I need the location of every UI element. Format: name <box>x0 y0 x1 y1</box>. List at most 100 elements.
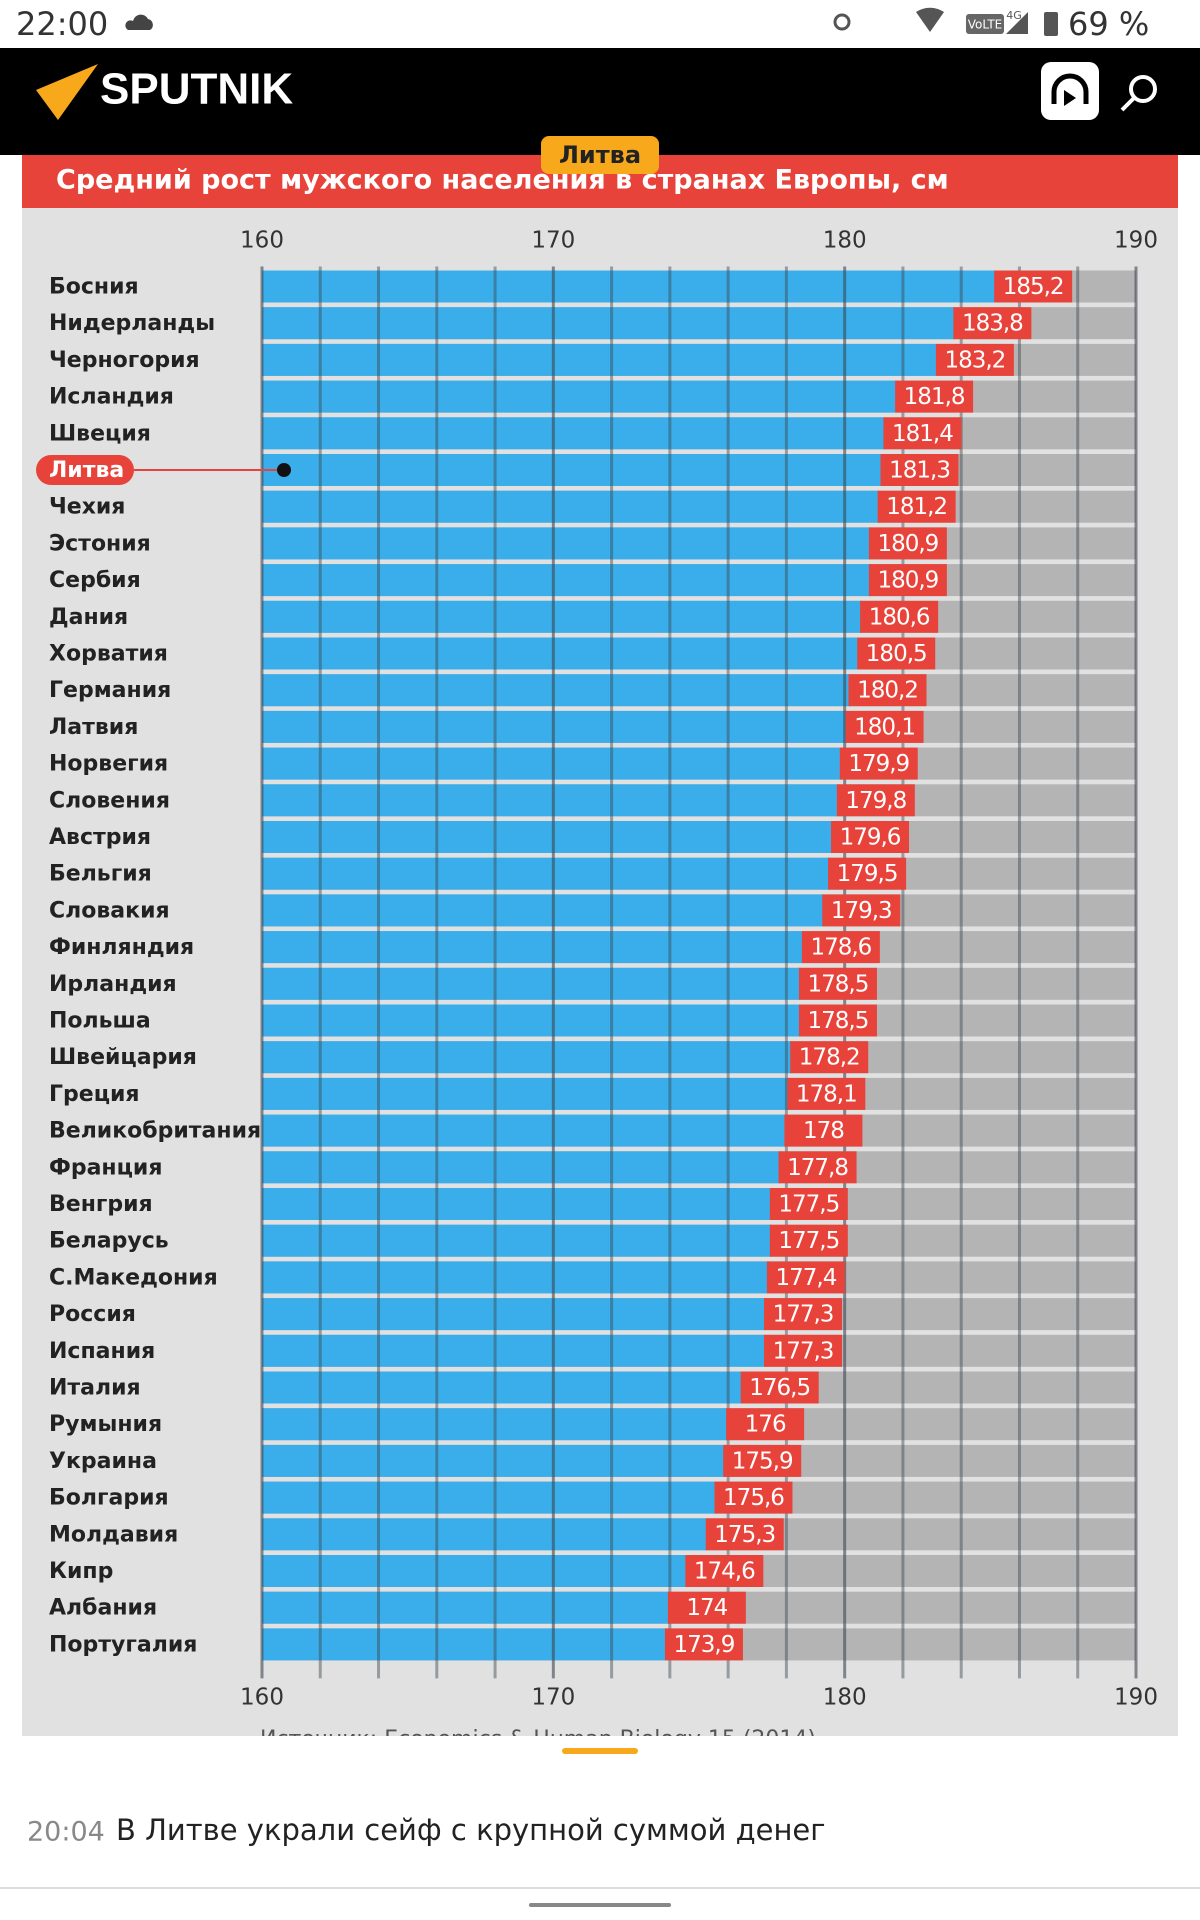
category-label: Чехия <box>49 495 125 520</box>
value-label-bg <box>723 1444 802 1477</box>
audio-button[interactable] <box>1041 62 1099 120</box>
bar <box>262 1334 767 1367</box>
category-label: Нидерланды <box>49 311 215 336</box>
bar <box>262 564 871 597</box>
value-label-bg <box>790 1041 869 1074</box>
value-label: 177,3 <box>773 1302 834 1328</box>
bar <box>262 674 851 707</box>
value-label-bg <box>764 1298 843 1331</box>
value-label: 177,8 <box>787 1155 848 1181</box>
category-label: Словакия <box>49 898 170 923</box>
value-label-bg <box>798 967 877 1000</box>
value-label: 177,3 <box>773 1338 834 1364</box>
category-label: Финляндия <box>49 935 194 960</box>
category-label: Албания <box>49 1596 157 1621</box>
highlight-pill <box>36 455 134 485</box>
nav-handle[interactable] <box>529 1903 671 1907</box>
x-tick-label: 160 <box>240 1685 284 1711</box>
value-label: 180,1 <box>854 714 915 740</box>
category-label: Португалия <box>49 1632 197 1657</box>
value-label: 178,1 <box>796 1081 857 1107</box>
value-label-bg <box>831 821 910 853</box>
value-label: 178 <box>803 1118 844 1144</box>
value-label-bg <box>839 747 918 780</box>
sheet-handle[interactable] <box>562 1748 638 1754</box>
value-label-bg <box>740 1371 819 1404</box>
news-time[interactable]: 20:04 <box>27 1817 105 1848</box>
category-label: Эстония <box>49 531 151 556</box>
play-icon <box>1064 90 1076 106</box>
bar <box>262 1591 670 1624</box>
category-label: Украина <box>49 1449 157 1474</box>
value-label-bg <box>848 674 927 707</box>
bar <box>262 1481 717 1514</box>
bar <box>262 1261 769 1294</box>
value-label-bg <box>726 1408 805 1441</box>
value-label-bg <box>828 857 907 890</box>
x-tick-label: 170 <box>531 228 575 254</box>
tag-label[interactable]: Литва <box>559 141 641 169</box>
x-tick-label: 170 <box>531 1685 575 1711</box>
category-label: Молдавия <box>49 1522 178 1547</box>
value-label: 180,9 <box>877 568 938 594</box>
bar <box>262 454 883 486</box>
category-label: Германия <box>49 678 171 703</box>
value-label: 180,5 <box>866 641 927 667</box>
category-label: Бельгия <box>49 862 152 887</box>
x-tick-label: 190 <box>1114 1685 1158 1711</box>
value-label: 185,2 <box>1003 274 1064 300</box>
category-label: Хорватия <box>49 642 168 667</box>
value-label-bg <box>787 1077 866 1110</box>
logo-text[interactable]: SPUTNIK <box>100 65 293 114</box>
bar <box>262 1004 801 1037</box>
category-label: Австрия <box>49 825 151 850</box>
category-label: Болгария <box>49 1486 169 1511</box>
bar <box>262 894 825 927</box>
value-label: 177,5 <box>778 1192 839 1218</box>
value-label: 181,2 <box>886 494 947 520</box>
bar <box>262 417 886 450</box>
bar <box>262 307 956 340</box>
value-label: 175,9 <box>732 1448 793 1474</box>
value-label: 178,6 <box>810 935 871 961</box>
category-label: Испания <box>49 1339 155 1364</box>
value-label: 180,6 <box>869 604 930 630</box>
category-label: Исландия <box>49 385 174 410</box>
bar <box>262 490 880 523</box>
bottom-sheet <box>0 1736 1200 1920</box>
bar <box>262 784 839 817</box>
value-label-bg <box>784 1114 863 1147</box>
category-label: Литва <box>49 458 124 483</box>
value-label-bg <box>822 894 901 927</box>
bar <box>262 380 898 413</box>
logo-mark[interactable] <box>36 64 98 120</box>
signal-icon <box>1006 12 1028 34</box>
bar <box>262 1041 793 1074</box>
category-label: Франция <box>49 1155 162 1180</box>
value-label: 174 <box>686 1595 727 1621</box>
value-label-bg <box>778 1151 857 1184</box>
search-button[interactable] <box>1129 75 1157 103</box>
category-label: С.Македония <box>49 1265 218 1290</box>
news-headline[interactable]: В Литве украли сейф с крупной суммой ден… <box>116 1813 826 1847</box>
battery-icon <box>1044 12 1058 36</box>
value-label-bg <box>845 710 924 743</box>
value-label: 179,5 <box>837 861 898 887</box>
value-label: 175,6 <box>723 1485 784 1511</box>
bar <box>262 1114 787 1147</box>
bar <box>262 527 871 560</box>
value-label-bg <box>798 1004 877 1037</box>
search-handle <box>1120 96 1136 112</box>
tag-chip[interactable] <box>541 136 659 174</box>
bar <box>262 1518 708 1551</box>
value-label: 178,5 <box>808 971 869 997</box>
value-label: 179,9 <box>848 751 909 777</box>
value-label: 181,8 <box>904 384 965 410</box>
value-label: 183,2 <box>944 347 1005 373</box>
value-label: 176,5 <box>749 1375 810 1401</box>
value-label: 177,4 <box>775 1265 836 1291</box>
bar <box>262 1371 743 1404</box>
value-label-bg <box>868 564 947 597</box>
audio-icon <box>1051 73 1089 104</box>
